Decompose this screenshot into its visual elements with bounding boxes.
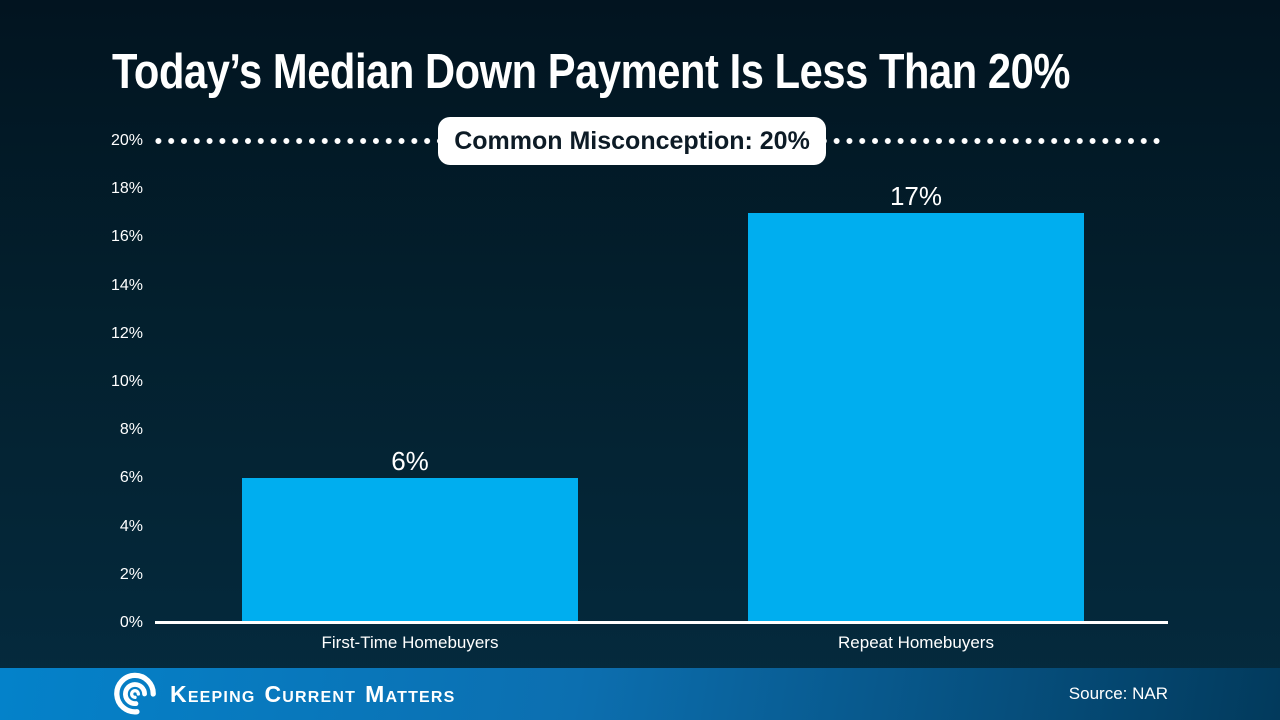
y-axis-label: 20% (110, 132, 143, 149)
misconception-callout-label: Common Misconception: 20% (454, 126, 810, 155)
category-label-first-time: First-Time Homebuyers (321, 633, 499, 652)
bar-repeat-homebuyers (748, 213, 1084, 623)
bar-group-repeat: 17% (748, 183, 1084, 623)
brand-name: Keeping Current Matters (170, 681, 456, 708)
category-label-repeat: Repeat Homebuyers (838, 633, 994, 652)
y-axis-label: 6% (119, 469, 143, 487)
y-axis-label: 16% (110, 228, 143, 246)
y-axis-label: 2% (119, 565, 143, 583)
y-axis-label: 10% (110, 373, 143, 390)
bar-value-label: 6% (391, 446, 429, 477)
bar-group-first-time: 6% (242, 448, 578, 623)
brand-word: Current (264, 680, 357, 707)
source-credit: Source: NAR (1068, 684, 1168, 703)
bar-first-time-homebuyers (242, 478, 578, 623)
kcm-swirl-logo-icon (112, 671, 158, 717)
misconception-callout: Common Misconception: 20% (438, 117, 826, 165)
brand: Keeping Current Matters (112, 671, 456, 717)
footer-bar: Keeping Current Matters Source: NAR (0, 668, 1280, 720)
y-axis-label: 18% (110, 180, 143, 198)
y-axis-label: 12% (110, 324, 143, 342)
bar-value-label: 17% (889, 181, 943, 212)
y-axis: 20% 18% 16% 14% 12% 10% 8% 6% 4% 2% 0% (0, 0, 143, 720)
y-axis-label: 14% (110, 276, 143, 294)
x-axis-line (155, 621, 1168, 624)
y-axis-label: 0% (119, 614, 143, 631)
y-axis-label: 8% (119, 421, 143, 439)
chart-title: Today’s Median Down Payment Is Less Than… (112, 45, 1071, 99)
y-axis-label: 4% (119, 517, 143, 535)
brand-word: Keeping (170, 680, 256, 707)
brand-word: Matters (365, 680, 456, 707)
